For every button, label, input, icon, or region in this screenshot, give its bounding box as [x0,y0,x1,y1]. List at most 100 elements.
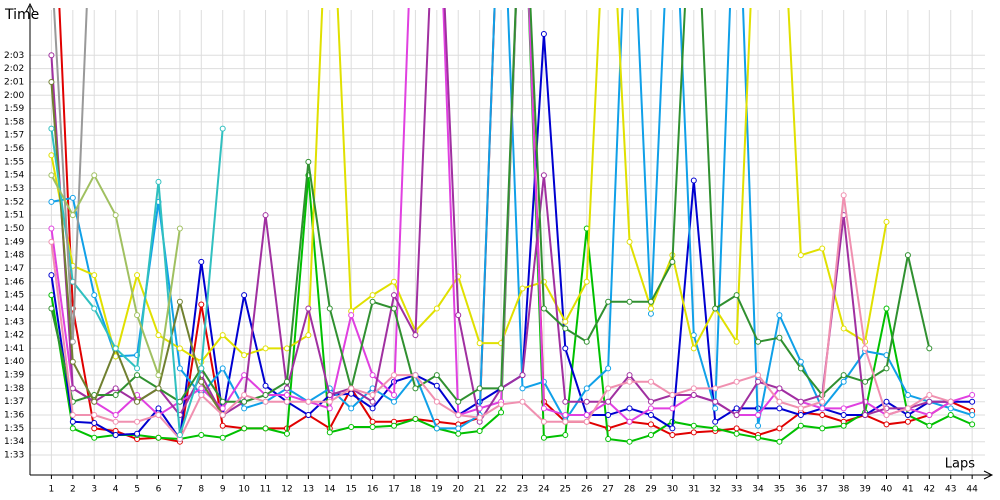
point [155,372,162,379]
point [134,430,141,437]
point [819,245,826,252]
y-tick-label: 1:34 [4,437,24,447]
point [883,398,890,405]
point [219,332,226,339]
point [348,385,355,392]
y-tick-label: 1:53 [4,184,24,194]
point [883,218,890,225]
point [540,418,547,425]
x-arrow [983,470,994,480]
point [391,392,398,399]
point [647,378,654,385]
point [305,398,312,405]
x-tick-label: 18 [410,485,422,495]
y-tick-label: 1:38 [4,384,24,394]
point [583,412,590,419]
point [540,30,547,37]
point [819,425,826,432]
point [583,278,590,285]
point [176,345,183,352]
point [583,385,590,392]
point [112,418,119,425]
point [926,392,933,399]
point [883,305,890,312]
x-tick-label: 21 [474,485,485,495]
point [840,422,847,429]
point [369,392,376,399]
x-tick-label: 41 [902,485,913,495]
point [776,398,783,405]
point [369,398,376,405]
point [91,272,98,279]
point [391,305,398,312]
point [198,385,205,392]
point [733,425,740,432]
y-tick-label: 2:02 [4,64,24,74]
point [904,418,911,425]
point [840,378,847,385]
point [969,392,976,399]
point [69,412,76,419]
point [305,305,312,312]
point [391,422,398,429]
point [562,398,569,405]
point [669,425,676,432]
y-tick-label: 1:55 [4,157,24,167]
point [476,385,483,392]
point [862,378,869,385]
point [733,292,740,299]
series-line [50,8,888,364]
y-tick-label: 1:59 [4,104,24,114]
point [91,172,98,179]
point [733,405,740,412]
point [690,345,697,352]
x-tick-label: 42 [924,485,935,495]
point [155,405,162,412]
point [219,422,226,429]
point [305,412,312,419]
x-tick-label: 37 [817,485,828,495]
point [947,412,954,419]
point [776,438,783,445]
point [712,405,719,412]
point [605,398,612,405]
point [155,434,162,441]
y-tick-label: 2:01 [4,77,24,87]
point [476,340,483,347]
point [690,392,697,399]
point [862,345,869,352]
point [91,398,98,405]
point [819,405,826,412]
point [926,412,933,419]
point [198,258,205,265]
point [112,432,119,439]
point [755,372,762,379]
point [134,312,141,319]
x-tick-label: 7 [177,485,183,495]
point [219,365,226,372]
point [348,405,355,412]
x-tick-label: 23 [517,485,528,495]
point [134,418,141,425]
point [112,212,119,219]
x-tick-label: 9 [220,485,226,495]
point [369,292,376,299]
y-tick-label: 1:47 [4,264,24,274]
x-tick-label: 4 [113,485,119,495]
x-tick-label: 3 [91,485,97,495]
x-tick-label: 5 [134,485,140,495]
point [712,385,719,392]
point [91,305,98,312]
point [48,52,55,59]
x-tick-label: 15 [345,485,356,495]
point [283,392,290,399]
point [519,398,526,405]
point [840,412,847,419]
point [712,398,719,405]
point [733,412,740,419]
point [198,392,205,399]
point [155,332,162,339]
y-tick-label: 1:44 [4,304,24,314]
point [583,418,590,425]
